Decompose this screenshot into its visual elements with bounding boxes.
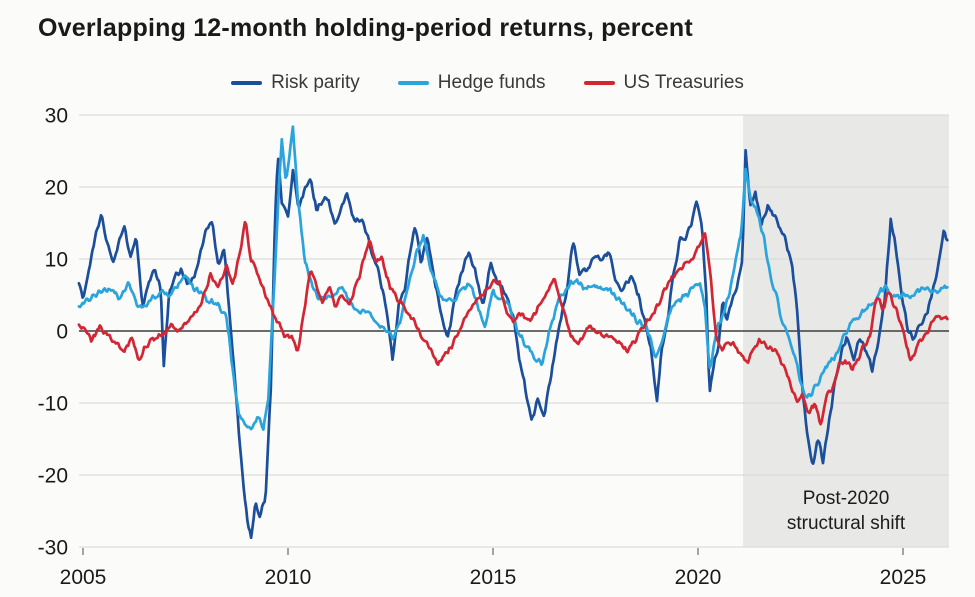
y-tick-label: -20 bbox=[38, 465, 68, 488]
y-tick-label: -10 bbox=[38, 393, 68, 416]
legend-item-risk-parity: Risk parity bbox=[231, 72, 360, 94]
annotation-line-2: structural shift bbox=[786, 513, 906, 534]
legend-item-hedge-funds: Hedge funds bbox=[397, 72, 546, 94]
series-line-us-treasuries bbox=[77, 220, 949, 426]
chart-legend: Risk parity Hedge funds US Treasuries bbox=[0, 72, 975, 94]
x-tick-label: 2025 bbox=[880, 566, 927, 589]
x-tick-label: 2005 bbox=[60, 566, 107, 589]
legend-item-us-treasuries: US Treasuries bbox=[583, 72, 744, 94]
legend-label-hedge-funds: Hedge funds bbox=[437, 72, 546, 93]
legend-swatch-hedge-funds bbox=[397, 81, 429, 85]
shaded-region-annotation: Post-2020 structural shift bbox=[743, 486, 949, 536]
x-tick-label: 2020 bbox=[675, 566, 722, 589]
y-tick-label: 10 bbox=[45, 249, 68, 272]
y-tick-label: 20 bbox=[45, 177, 68, 200]
chart-title: Overlapping 12-month holding-period retu… bbox=[38, 14, 693, 42]
legend-label-us-treasuries: US Treasuries bbox=[623, 72, 744, 93]
annotation-line-1: Post-2020 bbox=[802, 488, 890, 509]
x-tick-label: 2010 bbox=[265, 566, 312, 589]
y-tick-label: 0 bbox=[56, 321, 68, 344]
y-tick-label: -30 bbox=[38, 537, 68, 560]
legend-swatch-us-treasuries bbox=[583, 81, 615, 85]
x-tick-label: 2015 bbox=[470, 566, 517, 589]
y-tick-label: 30 bbox=[45, 105, 68, 128]
legend-label-risk-parity: Risk parity bbox=[271, 72, 360, 93]
legend-swatch-risk-parity bbox=[231, 81, 263, 85]
